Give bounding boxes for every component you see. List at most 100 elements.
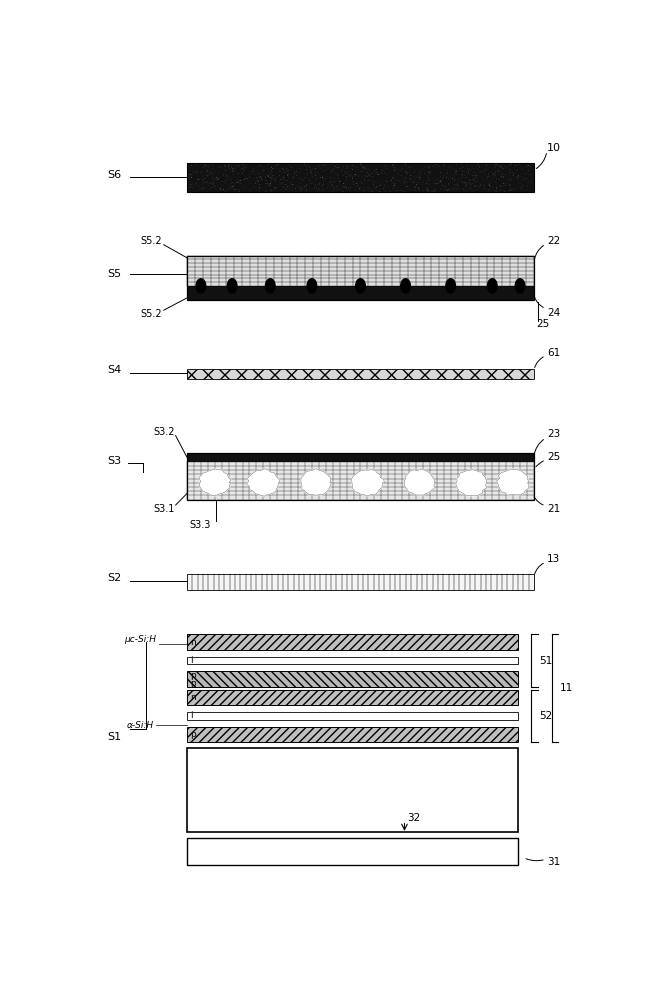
Point: [470, 167, 481, 183]
Point: [484, 168, 494, 184]
Point: [197, 176, 208, 192]
Point: [513, 167, 524, 183]
Point: [290, 164, 301, 180]
Point: [371, 164, 381, 180]
Point: [476, 169, 487, 185]
Point: [451, 164, 462, 180]
Point: [198, 173, 209, 189]
Circle shape: [227, 279, 237, 293]
Point: [327, 177, 337, 193]
Point: [198, 180, 209, 196]
Point: [399, 175, 410, 191]
Point: [352, 156, 363, 172]
Point: [526, 159, 537, 175]
Bar: [187, 671, 518, 687]
Point: [345, 179, 356, 195]
Point: [234, 172, 245, 188]
Point: [350, 167, 361, 183]
Point: [193, 182, 204, 198]
Point: [417, 161, 428, 177]
Point: [236, 160, 247, 176]
Point: [386, 172, 397, 188]
Point: [223, 158, 234, 174]
Point: [205, 183, 216, 199]
Point: [220, 172, 230, 188]
Point: [399, 173, 409, 189]
Point: [328, 183, 339, 199]
Point: [494, 182, 505, 198]
Point: [242, 171, 253, 187]
Point: [357, 158, 368, 174]
Point: [325, 158, 336, 174]
Point: [367, 173, 378, 189]
Point: [449, 168, 460, 184]
Point: [450, 177, 460, 193]
Point: [184, 172, 194, 188]
Point: [234, 160, 244, 176]
Point: [361, 167, 371, 183]
Point: [375, 178, 385, 194]
Point: [185, 176, 196, 192]
Point: [498, 178, 509, 194]
Point: [512, 162, 522, 178]
Point: [341, 169, 352, 185]
Point: [420, 175, 431, 191]
Point: [436, 164, 446, 180]
Point: [311, 164, 321, 180]
Point: [468, 171, 478, 187]
Point: [451, 180, 462, 196]
Point: [522, 170, 532, 186]
Text: 31: 31: [547, 857, 560, 867]
Point: [236, 156, 246, 172]
Point: [380, 183, 391, 199]
Point: [409, 168, 420, 184]
Point: [511, 169, 522, 185]
Point: [268, 161, 279, 177]
Point: [369, 174, 380, 190]
Circle shape: [446, 279, 456, 293]
Point: [422, 182, 433, 198]
Point: [430, 182, 441, 198]
Point: [398, 173, 409, 189]
Point: [401, 178, 412, 194]
Point: [424, 172, 434, 188]
Point: [346, 166, 357, 182]
Point: [497, 172, 508, 188]
Point: [411, 177, 422, 193]
Point: [314, 176, 325, 192]
Point: [234, 173, 244, 189]
Point: [270, 183, 281, 199]
Point: [205, 175, 216, 191]
Point: [241, 159, 252, 175]
Polygon shape: [404, 469, 436, 495]
Point: [513, 175, 524, 191]
Point: [248, 164, 259, 180]
Point: [267, 171, 277, 187]
Point: [228, 177, 239, 193]
Point: [466, 167, 477, 183]
Text: 32: 32: [407, 813, 420, 823]
Point: [459, 182, 470, 198]
Point: [424, 164, 435, 180]
Point: [366, 183, 377, 199]
Point: [240, 177, 250, 193]
Point: [249, 174, 260, 190]
Point: [504, 171, 515, 187]
Text: 21: 21: [547, 504, 560, 514]
Point: [423, 169, 434, 185]
Point: [400, 156, 411, 172]
Point: [400, 164, 411, 180]
Point: [301, 182, 312, 198]
Point: [461, 173, 472, 189]
Point: [355, 180, 365, 196]
Point: [470, 178, 480, 194]
Point: [323, 157, 333, 173]
Point: [424, 165, 434, 181]
Point: [486, 174, 497, 190]
Point: [472, 157, 483, 173]
Point: [333, 159, 343, 175]
Point: [488, 170, 498, 186]
Point: [402, 174, 413, 190]
Point: [454, 176, 464, 192]
Point: [450, 165, 460, 181]
